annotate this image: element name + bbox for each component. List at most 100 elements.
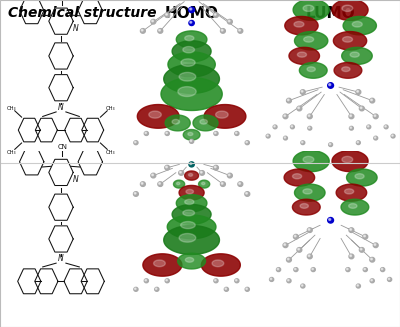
Circle shape: [311, 267, 315, 271]
Circle shape: [350, 255, 352, 257]
Circle shape: [287, 279, 291, 283]
Text: LUMO: LUMO: [306, 6, 356, 21]
Circle shape: [329, 84, 331, 86]
Circle shape: [140, 182, 145, 186]
Polygon shape: [154, 260, 165, 267]
Circle shape: [246, 193, 248, 194]
Polygon shape: [304, 37, 314, 42]
Text: N: N: [73, 24, 78, 33]
Polygon shape: [137, 105, 179, 128]
Text: CH₃: CH₃: [105, 149, 115, 155]
Circle shape: [357, 142, 358, 143]
Polygon shape: [149, 111, 161, 118]
Circle shape: [238, 28, 243, 33]
Circle shape: [284, 137, 286, 138]
Circle shape: [165, 279, 169, 283]
Circle shape: [166, 132, 167, 134]
Circle shape: [328, 83, 334, 88]
Circle shape: [166, 280, 167, 281]
Polygon shape: [294, 184, 325, 201]
Circle shape: [134, 192, 138, 196]
Circle shape: [388, 278, 392, 282]
Circle shape: [392, 135, 393, 136]
Circle shape: [165, 165, 170, 170]
Circle shape: [274, 126, 275, 127]
Circle shape: [189, 162, 194, 167]
Circle shape: [297, 106, 302, 111]
Circle shape: [374, 244, 376, 245]
Circle shape: [200, 171, 204, 175]
Polygon shape: [186, 189, 194, 194]
Circle shape: [214, 131, 218, 135]
Circle shape: [189, 7, 194, 13]
Text: CH₃: CH₃: [7, 106, 17, 111]
Polygon shape: [307, 67, 315, 72]
Circle shape: [360, 248, 364, 252]
Circle shape: [220, 182, 225, 186]
Polygon shape: [355, 174, 364, 179]
Polygon shape: [292, 199, 320, 215]
Polygon shape: [293, 0, 329, 20]
Circle shape: [347, 268, 348, 270]
Circle shape: [220, 28, 225, 33]
Circle shape: [301, 141, 305, 145]
Circle shape: [308, 127, 310, 128]
Circle shape: [288, 280, 289, 281]
Circle shape: [294, 234, 298, 239]
Circle shape: [151, 19, 156, 24]
Circle shape: [367, 125, 371, 129]
Circle shape: [308, 255, 310, 257]
Circle shape: [214, 166, 216, 168]
Circle shape: [221, 182, 223, 184]
Polygon shape: [297, 52, 306, 57]
Circle shape: [374, 137, 376, 138]
Circle shape: [152, 174, 154, 176]
Circle shape: [302, 285, 303, 286]
Circle shape: [298, 107, 300, 109]
Circle shape: [298, 249, 300, 250]
Circle shape: [363, 267, 367, 271]
Circle shape: [156, 288, 157, 289]
Circle shape: [368, 126, 369, 127]
Circle shape: [190, 140, 192, 142]
Polygon shape: [204, 105, 246, 128]
Text: HOMO: HOMO: [165, 6, 218, 21]
Polygon shape: [179, 72, 196, 81]
Polygon shape: [161, 77, 222, 111]
Circle shape: [287, 99, 289, 101]
Polygon shape: [342, 37, 352, 42]
Circle shape: [158, 28, 163, 33]
Polygon shape: [332, 150, 368, 172]
Circle shape: [373, 114, 378, 119]
Circle shape: [308, 229, 310, 230]
Polygon shape: [176, 182, 180, 185]
Circle shape: [356, 141, 360, 145]
Circle shape: [312, 268, 313, 270]
Circle shape: [276, 267, 281, 271]
Polygon shape: [202, 182, 205, 185]
Circle shape: [286, 257, 291, 262]
Circle shape: [228, 173, 232, 178]
Circle shape: [189, 21, 194, 26]
Polygon shape: [336, 184, 367, 201]
Polygon shape: [179, 233, 196, 242]
Circle shape: [239, 182, 240, 184]
Circle shape: [283, 114, 288, 119]
Circle shape: [329, 218, 331, 220]
Text: N: N: [58, 103, 64, 112]
Polygon shape: [188, 132, 193, 136]
Circle shape: [374, 136, 378, 140]
Circle shape: [356, 284, 360, 288]
Polygon shape: [333, 32, 367, 50]
Circle shape: [283, 243, 288, 248]
Circle shape: [388, 278, 390, 280]
Polygon shape: [346, 169, 377, 186]
Circle shape: [349, 114, 354, 119]
Polygon shape: [216, 111, 228, 118]
Polygon shape: [352, 22, 362, 27]
Text: Chemical structure: Chemical structure: [8, 7, 156, 21]
Polygon shape: [172, 204, 211, 224]
Polygon shape: [294, 32, 328, 50]
Circle shape: [141, 182, 143, 184]
Circle shape: [329, 144, 331, 145]
